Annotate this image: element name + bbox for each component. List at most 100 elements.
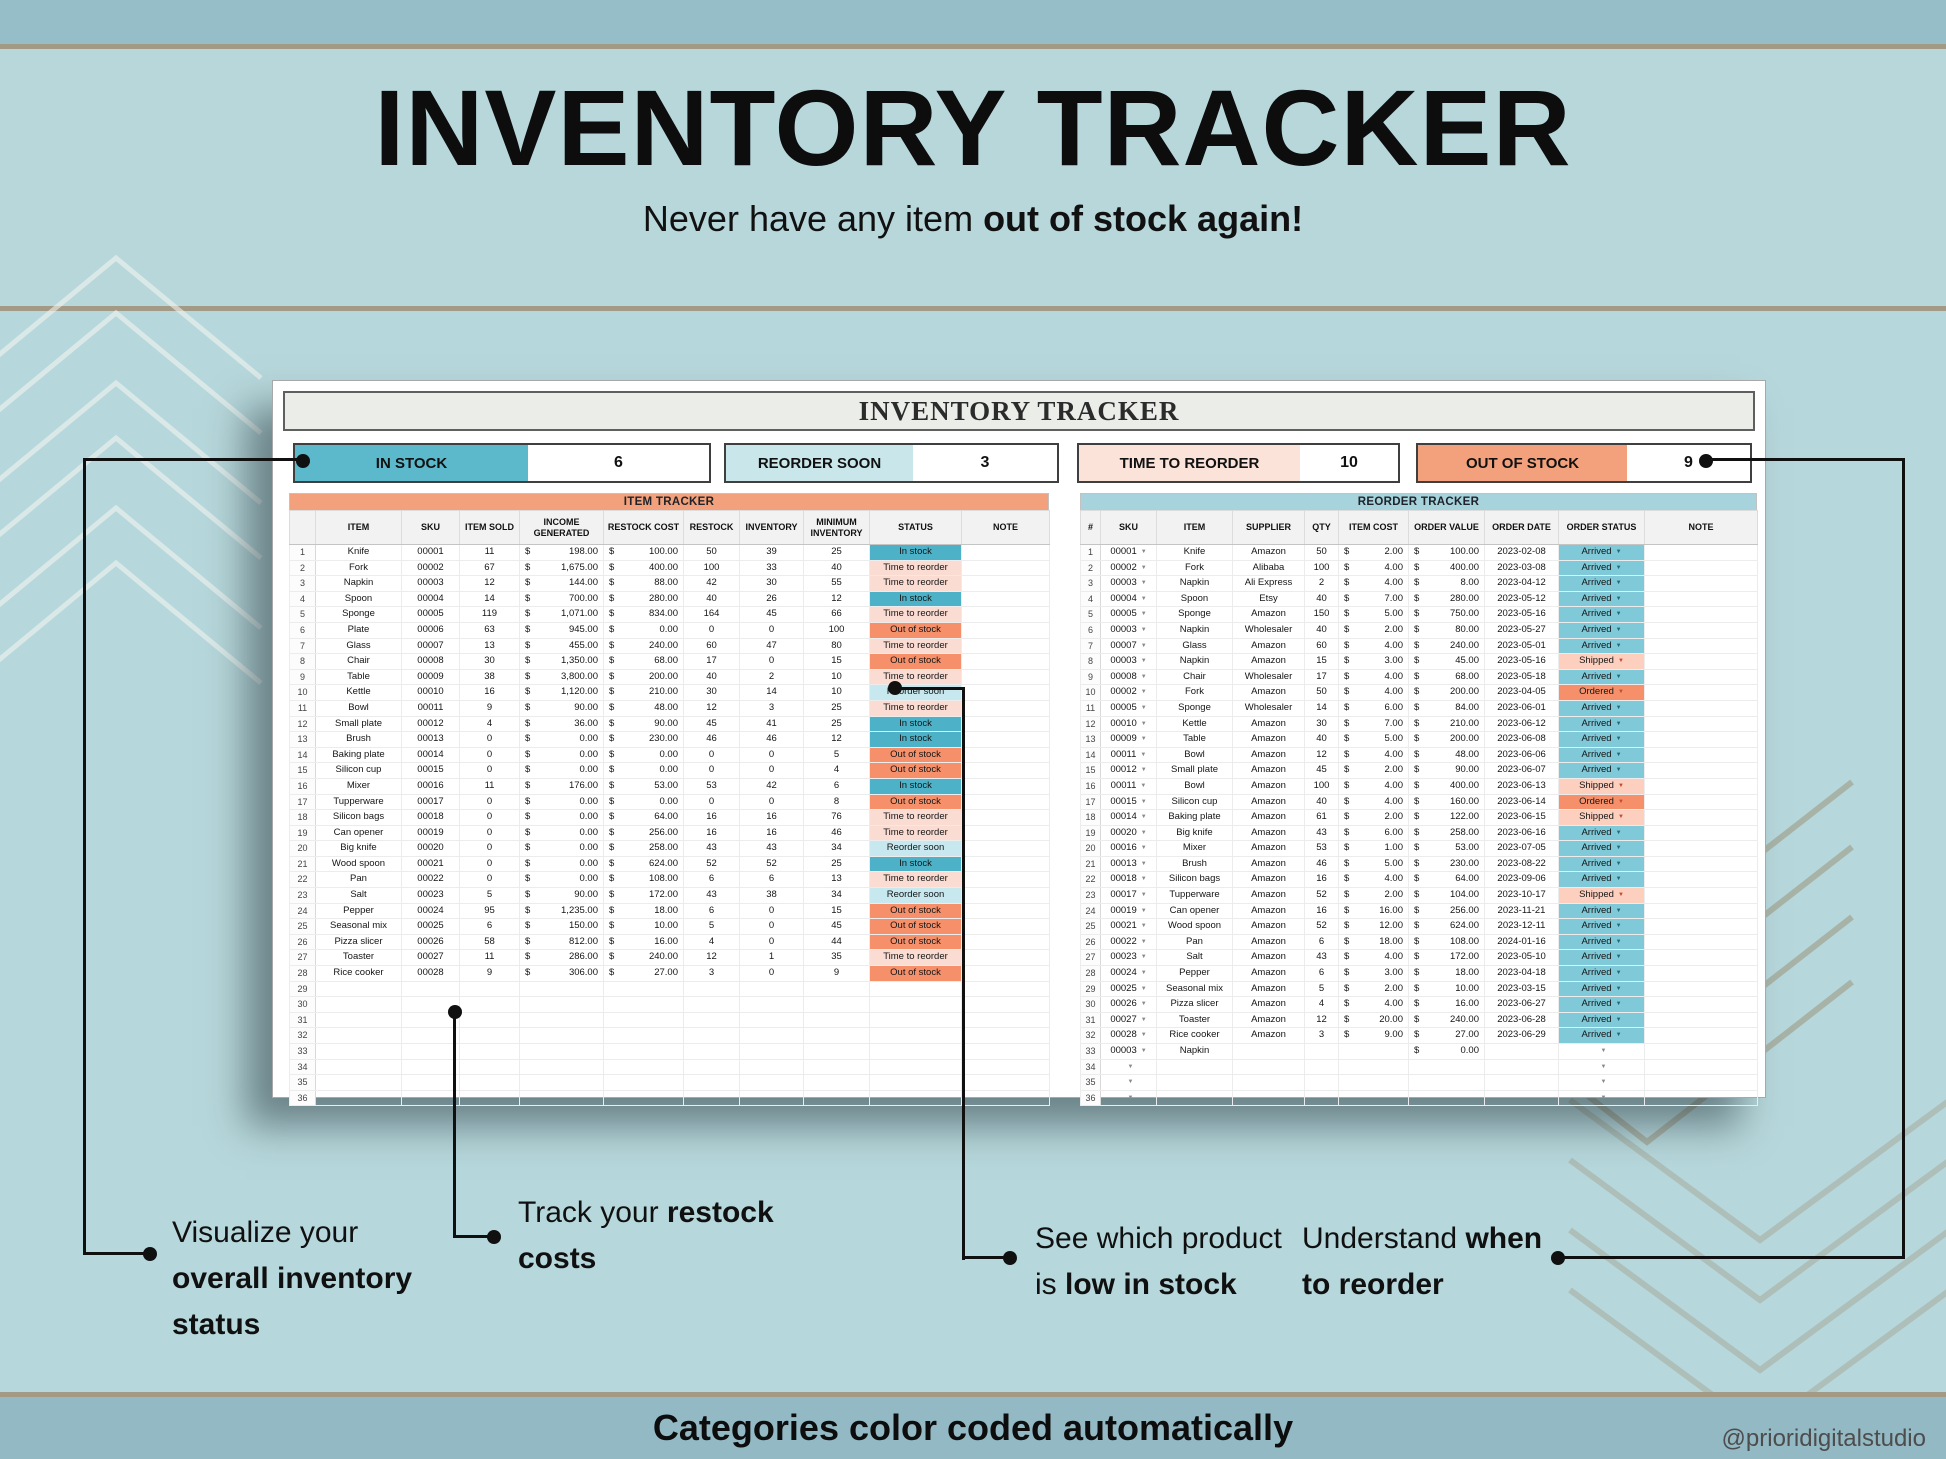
callout-dot-1 — [143, 1247, 157, 1261]
sku-dropdown-cell[interactable]: 00013 ▼ — [1100, 855, 1157, 873]
status-cell: In stock — [869, 855, 962, 873]
table-row: 29 00025 ▼ Seasonal mix Amazon 5 $2.00 $10.0… — [1080, 980, 1758, 998]
sku-dropdown-cell[interactable]: 00015 ▼ — [1100, 793, 1157, 811]
summary-reorder-soon-value: 3 — [913, 445, 1057, 481]
order-status-cell[interactable]: Arrived ▼ — [1558, 996, 1645, 1013]
dropdown-arrow-icon: ▼ — [1615, 1016, 1622, 1023]
summary-reorder-soon: REORDER SOON 3 — [724, 443, 1059, 483]
note-cell — [961, 871, 1050, 889]
sku-dropdown-cell[interactable]: 00003 ▼ — [1100, 575, 1157, 592]
order-status-cell[interactable]: Arrived ▼ — [1558, 544, 1645, 561]
sku-dropdown-cell[interactable]: 00003 ▼ — [1100, 653, 1157, 670]
sku-dropdown-cell[interactable]: 00012 ▼ — [1100, 762, 1157, 779]
sku-dropdown-cell[interactable]: ▼ — [1100, 1089, 1157, 1107]
note-cell — [1644, 933, 1758, 951]
table-row: 3 00003 ▼ Napkin Ali Express 2 $4.00 $8.00 2… — [1080, 575, 1758, 592]
column-header: # — [1080, 510, 1101, 545]
note-cell — [961, 621, 1050, 639]
summary-time-to-reorder-label: TIME TO REORDER — [1079, 445, 1300, 481]
order-status-cell[interactable]: ▼ — [1558, 1089, 1645, 1107]
sku-dropdown-cell[interactable]: 00002 ▼ — [1100, 684, 1157, 701]
order-status-cell[interactable]: Arrived ▼ — [1558, 933, 1645, 951]
order-status-cell[interactable]: Arrived ▼ — [1558, 746, 1645, 764]
order-status-cell[interactable]: Shipped ▼ — [1558, 887, 1645, 904]
sku-dropdown-cell[interactable]: 00011 ▼ — [1100, 777, 1157, 795]
sku-dropdown-cell[interactable]: 00017 ▼ — [1100, 887, 1157, 904]
sku-dropdown-cell[interactable]: 00009 ▼ — [1100, 731, 1157, 748]
order-status-cell[interactable]: Arrived ▼ — [1558, 980, 1645, 998]
sku-dropdown-cell[interactable]: ▼ — [1100, 1074, 1157, 1091]
sku-dropdown-cell[interactable]: 00026 ▼ — [1100, 996, 1157, 1013]
dropdown-arrow-icon: ▼ — [1140, 704, 1147, 711]
order-status-cell[interactable]: Ordered ▼ — [1558, 684, 1645, 701]
order-status-cell[interactable]: Arrived ▼ — [1558, 1011, 1645, 1029]
sku-dropdown-cell[interactable]: 00028 ▼ — [1100, 1027, 1157, 1044]
order-status-cell[interactable]: Arrived ▼ — [1558, 918, 1645, 935]
sku-dropdown-cell[interactable]: 00018 ▼ — [1100, 871, 1157, 889]
sku-dropdown-cell[interactable]: 00016 ▼ — [1100, 840, 1157, 857]
order-status-cell[interactable]: Shipped ▼ — [1558, 653, 1645, 670]
sku-dropdown-cell[interactable]: 00005 ▼ — [1100, 606, 1157, 623]
dropdown-arrow-icon: ▼ — [1140, 782, 1147, 789]
sku-dropdown-cell[interactable]: ▼ — [1100, 1058, 1157, 1076]
sku-dropdown-cell[interactable]: 00010 ▼ — [1100, 715, 1157, 733]
order-status-cell[interactable]: Arrived ▼ — [1558, 699, 1645, 717]
order-status-cell[interactable]: ▼ — [1558, 1058, 1645, 1076]
order-status-cell[interactable]: Arrived ▼ — [1558, 621, 1645, 639]
dropdown-arrow-icon: ▼ — [1615, 564, 1622, 571]
order-status-cell[interactable]: Arrived ▼ — [1558, 559, 1645, 577]
column-header: SUPPLIER — [1232, 510, 1305, 545]
sku-dropdown-cell[interactable]: 00020 ▼ — [1100, 824, 1157, 842]
order-status-cell[interactable]: ▼ — [1558, 1074, 1645, 1091]
order-status-cell[interactable]: Arrived ▼ — [1558, 871, 1645, 889]
order-status-cell[interactable]: Arrived ▼ — [1558, 606, 1645, 623]
order-status-cell[interactable]: ▼ — [1558, 1043, 1645, 1060]
sku-dropdown-cell[interactable]: 00022 ▼ — [1100, 933, 1157, 951]
sku-dropdown-cell[interactable]: 00021 ▼ — [1100, 918, 1157, 935]
sku-dropdown-cell[interactable]: 00001 ▼ — [1100, 544, 1157, 561]
note-cell — [961, 887, 1050, 904]
sku-dropdown-cell[interactable]: 00023 ▼ — [1100, 949, 1157, 967]
order-status-cell[interactable]: Arrived ▼ — [1558, 1027, 1645, 1044]
order-status-cell[interactable]: Shipped ▼ — [1558, 809, 1645, 826]
order-status-cell[interactable]: Arrived ▼ — [1558, 637, 1645, 655]
sku-dropdown-cell[interactable]: 00025 ▼ — [1100, 980, 1157, 998]
sku-dropdown-cell[interactable]: 00008 ▼ — [1100, 668, 1157, 686]
sku-dropdown-cell[interactable]: 00011 ▼ — [1100, 746, 1157, 764]
order-status-cell[interactable]: Arrived ▼ — [1558, 840, 1645, 857]
callout-dot-restock — [448, 1005, 462, 1019]
order-status-cell[interactable]: Shipped ▼ — [1558, 777, 1645, 795]
sku-dropdown-cell[interactable]: 00014 ▼ — [1100, 809, 1157, 826]
dropdown-arrow-icon: ▼ — [1617, 892, 1624, 899]
callout-text-2: Track your restock costs — [518, 1196, 774, 1275]
order-status-cell[interactable]: Arrived ▼ — [1558, 965, 1645, 982]
order-status-cell[interactable]: Arrived ▼ — [1558, 715, 1645, 733]
note-cell — [1644, 980, 1758, 998]
order-status-cell[interactable]: Ordered ▼ — [1558, 793, 1645, 811]
note-cell — [1644, 949, 1758, 967]
sku-dropdown-cell[interactable]: 00007 ▼ — [1100, 637, 1157, 655]
order-status-cell[interactable]: Arrived ▼ — [1558, 902, 1645, 920]
order-status-cell[interactable]: Arrived ▼ — [1558, 762, 1645, 779]
order-status-cell[interactable]: Arrived ▼ — [1558, 590, 1645, 608]
note-cell — [1644, 809, 1758, 826]
sku-dropdown-cell[interactable]: 00019 ▼ — [1100, 902, 1157, 920]
dropdown-arrow-icon: ▼ — [1615, 751, 1622, 758]
note-cell — [961, 653, 1050, 670]
dropdown-arrow-icon: ▼ — [1615, 673, 1622, 680]
sku-dropdown-cell[interactable]: 00003 ▼ — [1100, 621, 1157, 639]
sku-dropdown-cell[interactable]: 00005 ▼ — [1100, 699, 1157, 717]
table-row: 1 00001 ▼ Knife Amazon 50 $2.00 $100.00 2023… — [1080, 544, 1758, 561]
sku-dropdown-cell[interactable]: 00002 ▼ — [1100, 559, 1157, 577]
order-status-cell[interactable]: Arrived ▼ — [1558, 731, 1645, 748]
order-status-cell[interactable]: Arrived ▼ — [1558, 824, 1645, 842]
order-status-cell[interactable]: Arrived ▼ — [1558, 855, 1645, 873]
sku-dropdown-cell[interactable]: 00024 ▼ — [1100, 965, 1157, 982]
order-status-cell[interactable]: Arrived ▼ — [1558, 949, 1645, 967]
sku-dropdown-cell[interactable]: 00027 ▼ — [1100, 1011, 1157, 1029]
sku-dropdown-cell[interactable]: 00004 ▼ — [1100, 590, 1157, 608]
order-status-cell[interactable]: Arrived ▼ — [1558, 575, 1645, 592]
note-cell — [1644, 590, 1758, 608]
sku-dropdown-cell[interactable]: 00003 ▼ — [1100, 1043, 1157, 1060]
order-status-cell[interactable]: Arrived ▼ — [1558, 668, 1645, 686]
